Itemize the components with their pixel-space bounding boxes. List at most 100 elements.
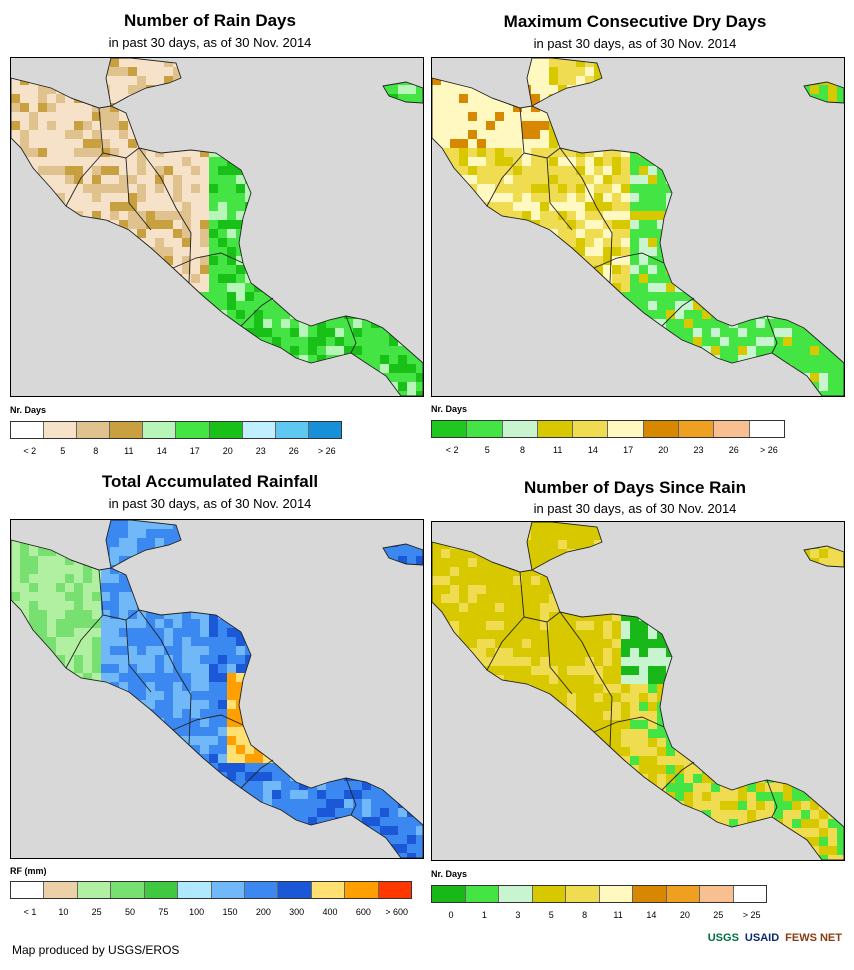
legend-label: 14: [587, 445, 598, 455]
legend-label: > 25: [742, 910, 761, 920]
legend-label: 600: [355, 907, 371, 917]
panel-title: Number of Rain Days: [124, 11, 296, 30]
legend-title: Nr. Days: [10, 405, 47, 415]
legend-label: 25: [713, 910, 724, 920]
country-borders: [11, 520, 423, 858]
country-borders: [432, 58, 844, 396]
legend-label: 20: [222, 446, 233, 456]
legend-label: 0: [448, 910, 454, 920]
legend-swatch: [44, 422, 78, 438]
legend-title: Nr. Days: [431, 404, 468, 414]
legend-swatch: [432, 886, 466, 902]
legend-labels: < 2 5 8 11 14 17 20 23 26 > 26: [10, 446, 340, 458]
legend-swatch: [77, 422, 111, 438]
legend-colorbar: [10, 421, 342, 439]
legend-swatch: [11, 422, 45, 438]
legend-labels: < 1 10 25 50 75 100 150 200 300 400 600 > 600: [10, 907, 410, 919]
legend-swatch: [608, 421, 644, 437]
map-total-rainfall: [10, 519, 424, 859]
legend-label: 5: [484, 445, 490, 455]
legend-swatch: [111, 882, 145, 898]
panel-total-rainfall: Total Accumulated Rainfall in past 30 da…: [0, 465, 424, 935]
legend-swatch: [311, 882, 346, 898]
legend-swatch: [537, 421, 574, 437]
data-grid: [11, 520, 423, 858]
legend-swatch: [573, 421, 609, 437]
legend-label: < 2: [23, 446, 37, 456]
legend-swatch: [733, 886, 766, 902]
panel-days-since-rain: Number of Days Since Rain in past 30 day…: [425, 465, 845, 935]
legend-label: 3: [515, 910, 521, 920]
panel-title: Maximum Consecutive Dry Days: [503, 12, 767, 31]
legend-label: 11: [124, 446, 134, 456]
legend-swatch: [275, 422, 309, 438]
panel-subtitle: in past 30 days, as of 30 Nov. 2014: [533, 501, 737, 516]
data-grid: [432, 58, 844, 396]
legend-swatch: [144, 882, 179, 898]
legend-label: 23: [255, 446, 266, 456]
usgs-logo: USGS: [707, 932, 739, 944]
legend-label: 25: [91, 907, 102, 917]
legend-swatch: [77, 882, 112, 898]
agency-logos: USGS USAID FEWS NET: [708, 932, 842, 944]
legend-swatch: [244, 882, 279, 898]
legend-swatch: [242, 422, 276, 438]
legend-swatch: [176, 422, 210, 438]
usaid-logo: USAID: [744, 932, 780, 944]
legend-label: 300: [289, 907, 305, 917]
legend-swatch: [749, 421, 784, 437]
legend-swatch: [633, 886, 667, 902]
legend-swatch: [679, 421, 715, 437]
legend-label: 75: [158, 907, 169, 917]
legend-label: 14: [646, 910, 657, 920]
legend-swatch: [714, 421, 750, 437]
legend-label: < 1: [23, 907, 37, 917]
legend-swatch: [502, 421, 538, 437]
legend-label: 100: [189, 907, 205, 917]
legend-label: 23: [693, 445, 704, 455]
panel-rain-days: Number of Rain Days in past 30 days, as …: [0, 0, 424, 470]
legend-title: RF (mm): [10, 866, 47, 876]
legend-label: > 26: [760, 445, 778, 455]
legend-swatch: [599, 886, 633, 902]
legend-label: 26: [728, 445, 739, 455]
legend-swatch: [211, 882, 245, 898]
legend-swatch: [110, 422, 144, 438]
legend-label: 5: [60, 446, 66, 456]
legend-label: 26: [288, 446, 299, 456]
legend-swatch: [666, 886, 700, 902]
legend-colorbar: [10, 881, 412, 899]
legend-colorbar: [431, 420, 785, 438]
legend-swatch: [143, 422, 177, 438]
panel-max-dry-days: Maximum Consecutive Dry Days in past 30 …: [425, 0, 845, 470]
legend-swatch: [345, 882, 379, 898]
legend-label: 17: [189, 446, 200, 456]
legend-label: > 26: [317, 446, 336, 456]
legend-label: 8: [520, 445, 526, 455]
legend-colorbar: [431, 885, 767, 903]
map-rain-days: [10, 57, 424, 397]
legend-label: 11: [613, 910, 623, 920]
map-max-dry-days: [431, 57, 845, 397]
legend-swatch: [465, 886, 499, 902]
legend-swatch: [178, 882, 212, 898]
legend-swatch: [532, 886, 566, 902]
legend-label: 400: [322, 907, 338, 917]
legend-label: 5: [548, 910, 554, 920]
legend-label: 10: [58, 907, 69, 917]
panel-subtitle: in past 30 days, as of 30 Nov. 2014: [108, 35, 312, 50]
legend-swatch: [700, 886, 734, 902]
legend-label: 150: [222, 907, 238, 917]
legend-label: 17: [623, 445, 634, 455]
legend-label: 14: [156, 446, 167, 456]
data-grid: [11, 58, 423, 396]
legend-swatch: [467, 421, 503, 437]
legend-swatch: [278, 882, 312, 898]
panel-title: Total Accumulated Rainfall: [101, 472, 319, 491]
legend-swatch: [209, 422, 243, 438]
legend-title: Nr. Days: [431, 869, 468, 879]
legend-labels: < 2 5 8 11 14 17 20 23 26 > 26: [431, 445, 783, 457]
legend-swatch: [643, 421, 680, 437]
legend-label: < 2: [445, 445, 459, 455]
legend-swatch: [566, 886, 600, 902]
